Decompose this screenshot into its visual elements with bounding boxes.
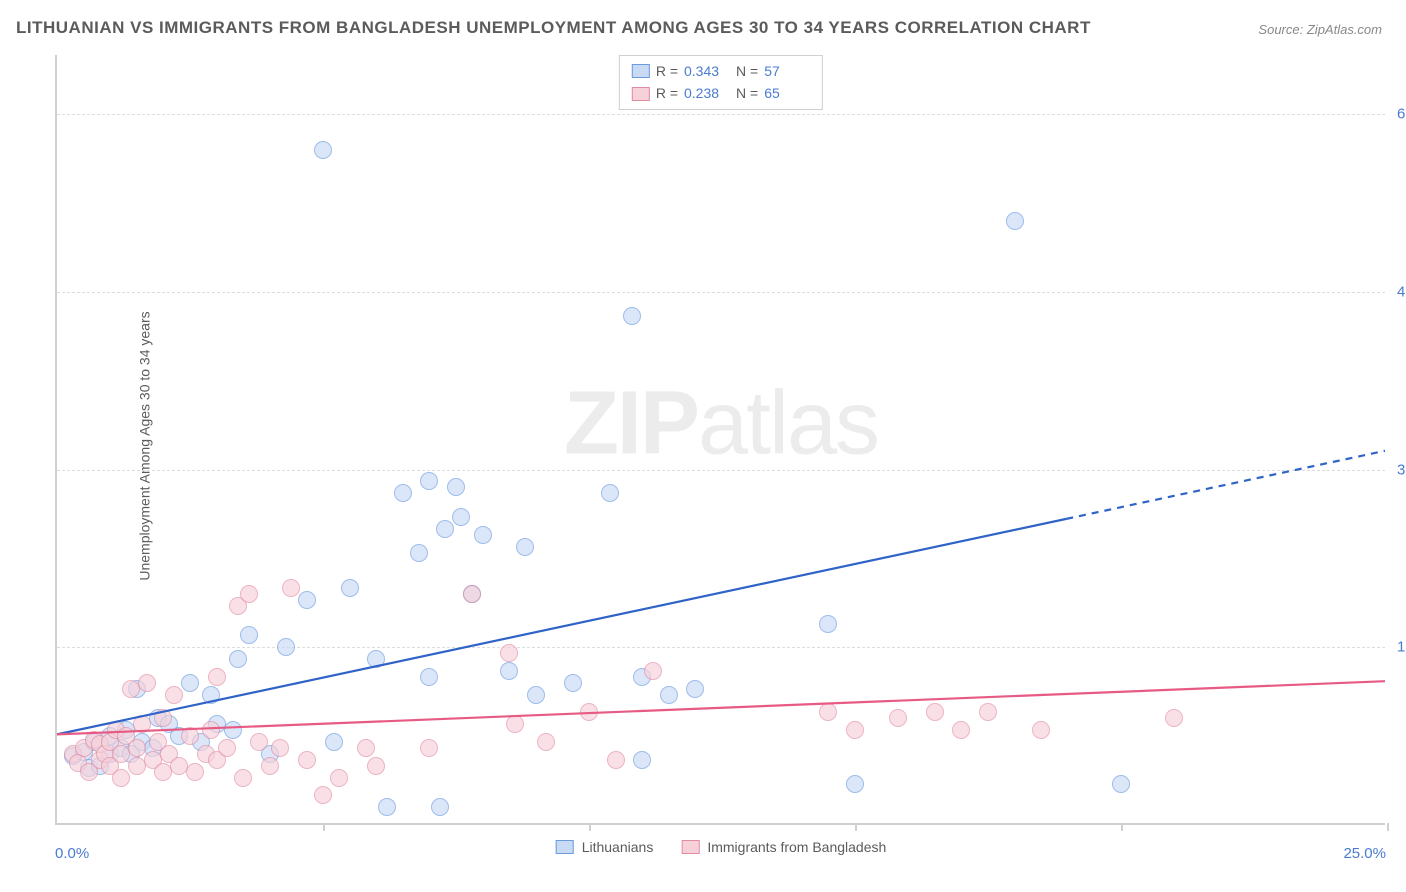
y-tick-label: 30.0% — [1389, 461, 1406, 478]
r-label: R = — [656, 60, 678, 82]
r-value-0: 0.343 — [684, 60, 730, 82]
y-tick-label: 45.0% — [1389, 283, 1406, 300]
source-label: Source: — [1258, 22, 1303, 37]
x-tick — [1121, 823, 1123, 831]
legend-stats: R = 0.343 N = 57 R = 0.238 N = 65 — [619, 55, 823, 110]
r-value-1: 0.238 — [684, 82, 730, 104]
swatch-pink — [632, 87, 650, 101]
trend-lines — [57, 55, 1385, 823]
x-origin-label: 0.0% — [55, 845, 89, 862]
legend-label-1: Immigrants from Bangladesh — [707, 839, 886, 855]
r-label: R = — [656, 82, 678, 104]
legend-stats-row-0: R = 0.343 N = 57 — [632, 60, 810, 82]
x-tick — [855, 823, 857, 831]
legend-item-lithuanians: Lithuanians — [556, 839, 654, 855]
y-tick-label: 15.0% — [1389, 639, 1406, 656]
y-tick-label: 60.0% — [1389, 106, 1406, 123]
n-value-0: 57 — [764, 60, 810, 82]
legend-label-0: Lithuanians — [582, 839, 654, 855]
plot-area: ZIPatlas R = 0.343 N = 57 R = 0.238 N = … — [55, 55, 1385, 825]
swatch-blue — [556, 840, 574, 854]
source-citation: Source: ZipAtlas.com — [1258, 22, 1382, 37]
x-tick — [323, 823, 325, 831]
x-tick — [1387, 823, 1389, 831]
trend-line-dashed — [1066, 451, 1385, 519]
swatch-pink — [681, 840, 699, 854]
source-value: ZipAtlas.com — [1307, 22, 1382, 37]
x-max-label: 25.0% — [1343, 845, 1386, 862]
n-value-1: 65 — [764, 82, 810, 104]
swatch-blue — [632, 64, 650, 78]
n-label: N = — [736, 60, 758, 82]
trend-line-solid — [57, 681, 1385, 734]
x-tick — [589, 823, 591, 831]
legend-item-bangladesh: Immigrants from Bangladesh — [681, 839, 886, 855]
chart-title: LITHUANIAN VS IMMIGRANTS FROM BANGLADESH… — [16, 18, 1091, 38]
legend-series: Lithuanians Immigrants from Bangladesh — [556, 839, 887, 855]
legend-stats-row-1: R = 0.238 N = 65 — [632, 82, 810, 104]
trend-line-solid — [57, 519, 1066, 735]
n-label: N = — [736, 82, 758, 104]
